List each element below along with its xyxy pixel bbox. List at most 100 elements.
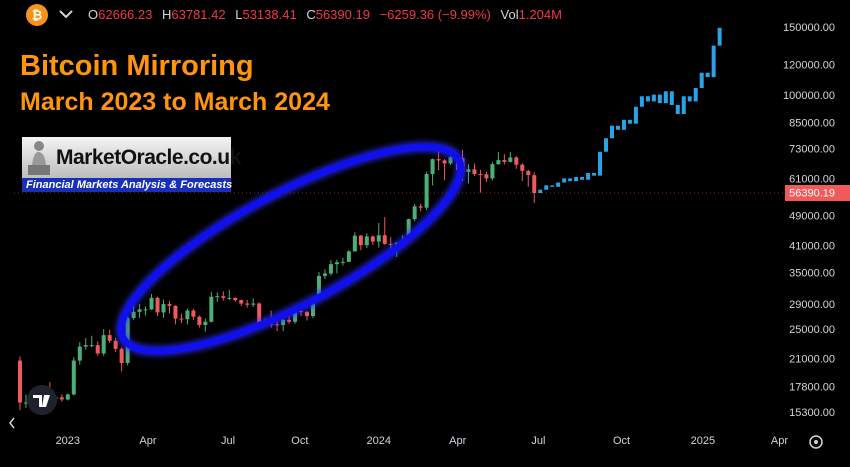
candle-body bbox=[251, 303, 256, 305]
scroll-left[interactable] bbox=[9, 417, 15, 429]
x-tick-label: Apr bbox=[139, 435, 156, 447]
projection-body bbox=[627, 119, 632, 124]
candle-body bbox=[328, 264, 333, 274]
candle-body bbox=[340, 261, 345, 263]
projection-body bbox=[699, 72, 704, 89]
title: Bitcoin Mirroring bbox=[20, 50, 254, 82]
candle-body bbox=[179, 318, 184, 320]
candle-body bbox=[275, 324, 280, 326]
candle-body bbox=[137, 309, 142, 312]
candle-body bbox=[352, 235, 357, 252]
x-tick-label: Jul bbox=[531, 435, 545, 447]
volume-label: Vol bbox=[500, 7, 519, 22]
x-tick-label: Oct bbox=[613, 435, 630, 447]
projection-body bbox=[615, 125, 620, 130]
candle-body bbox=[107, 335, 112, 341]
y-tick-label: 49000.00 bbox=[789, 211, 835, 223]
candle-body bbox=[167, 304, 172, 306]
candle-body bbox=[388, 243, 393, 245]
projection-body bbox=[651, 94, 656, 102]
projection-body bbox=[544, 185, 549, 190]
logo: MarketOracle.co.uk Financial Markets Ana… bbox=[22, 137, 241, 192]
projection-body bbox=[550, 185, 555, 187]
candle-body bbox=[466, 169, 471, 172]
projection-body bbox=[609, 125, 614, 139]
price-change: −6259.36 (−9.99%) bbox=[379, 7, 491, 22]
logo-top: MarketOracle.co.uk bbox=[22, 137, 241, 178]
projection-body bbox=[657, 94, 662, 104]
candle-body bbox=[508, 157, 513, 162]
candle-body bbox=[191, 310, 196, 317]
highlight-ellipse bbox=[117, 143, 465, 355]
candle-body bbox=[77, 346, 82, 361]
candle-body bbox=[23, 402, 28, 404]
logo-head bbox=[34, 141, 44, 151]
x-tick-label: 2025 bbox=[691, 435, 715, 447]
candle-body bbox=[448, 157, 453, 164]
y-tick-label: 17800.00 bbox=[789, 382, 835, 394]
candle-body bbox=[245, 303, 250, 305]
projection-body bbox=[592, 172, 597, 176]
y-tick-label: 100000.00 bbox=[783, 90, 835, 102]
candle-body bbox=[502, 160, 507, 162]
x-tick-label: 2023 bbox=[56, 435, 80, 447]
candle-body bbox=[281, 319, 286, 326]
candle-body bbox=[478, 174, 483, 176]
candle-body bbox=[143, 309, 148, 311]
candle-body bbox=[197, 316, 202, 326]
candle-body bbox=[71, 360, 76, 395]
candle-body bbox=[532, 175, 537, 194]
candle-body bbox=[59, 397, 64, 400]
projection-body bbox=[574, 176, 579, 182]
candle-body bbox=[113, 340, 118, 349]
subtitle: March 2023 to March 2024 bbox=[20, 88, 330, 116]
coin-icon[interactable] bbox=[26, 4, 48, 26]
settings-icon[interactable] bbox=[809, 435, 823, 449]
y-tick-label: 120000.00 bbox=[783, 59, 835, 71]
candle-body bbox=[149, 297, 154, 310]
projection-body bbox=[669, 91, 674, 105]
candle-body bbox=[83, 345, 88, 347]
candle-body bbox=[364, 236, 369, 246]
y-tick-label: 35000.00 bbox=[789, 267, 835, 279]
y-tick-label: 61000.00 bbox=[789, 174, 835, 186]
y-tick-label: 29000.00 bbox=[789, 299, 835, 311]
candle-body bbox=[257, 303, 262, 324]
ohlc-label: L bbox=[235, 7, 243, 22]
candle-body bbox=[227, 297, 232, 299]
y-tick-label: 150000.00 bbox=[783, 22, 835, 34]
candle-body bbox=[203, 321, 208, 326]
projection-body bbox=[693, 88, 698, 102]
candle-body bbox=[293, 311, 298, 322]
candle-body bbox=[215, 296, 220, 298]
candle-body bbox=[119, 348, 124, 363]
candle-body bbox=[221, 296, 226, 298]
candle-body bbox=[430, 159, 435, 175]
projection-body bbox=[711, 45, 716, 78]
candle-body bbox=[316, 275, 321, 300]
projection-body bbox=[681, 96, 686, 115]
projection-body bbox=[705, 72, 710, 78]
logo-plinth bbox=[28, 165, 50, 175]
projection-body bbox=[639, 96, 644, 107]
candle-body bbox=[322, 273, 327, 276]
projection-body bbox=[538, 189, 543, 194]
candle-body bbox=[376, 235, 381, 242]
logo-figure bbox=[28, 141, 50, 175]
candle-body bbox=[472, 169, 477, 175]
dropdown-chevron[interactable] bbox=[59, 10, 73, 19]
volume-value: 1.204M bbox=[518, 7, 562, 22]
projection-body bbox=[598, 151, 603, 176]
candle-body bbox=[526, 170, 531, 176]
candle-body bbox=[233, 297, 238, 301]
y-tick-label: 73000.00 bbox=[789, 143, 835, 155]
x-tick-label: Apr bbox=[771, 435, 788, 447]
ohlc-header: O62666.23 H63781.42 L53138.41 C56390.19 … bbox=[88, 7, 568, 22]
candle-body bbox=[17, 360, 22, 403]
candle-body bbox=[65, 394, 70, 400]
candle-body bbox=[406, 219, 411, 241]
candle-body bbox=[496, 160, 501, 165]
candle-body bbox=[412, 206, 417, 220]
